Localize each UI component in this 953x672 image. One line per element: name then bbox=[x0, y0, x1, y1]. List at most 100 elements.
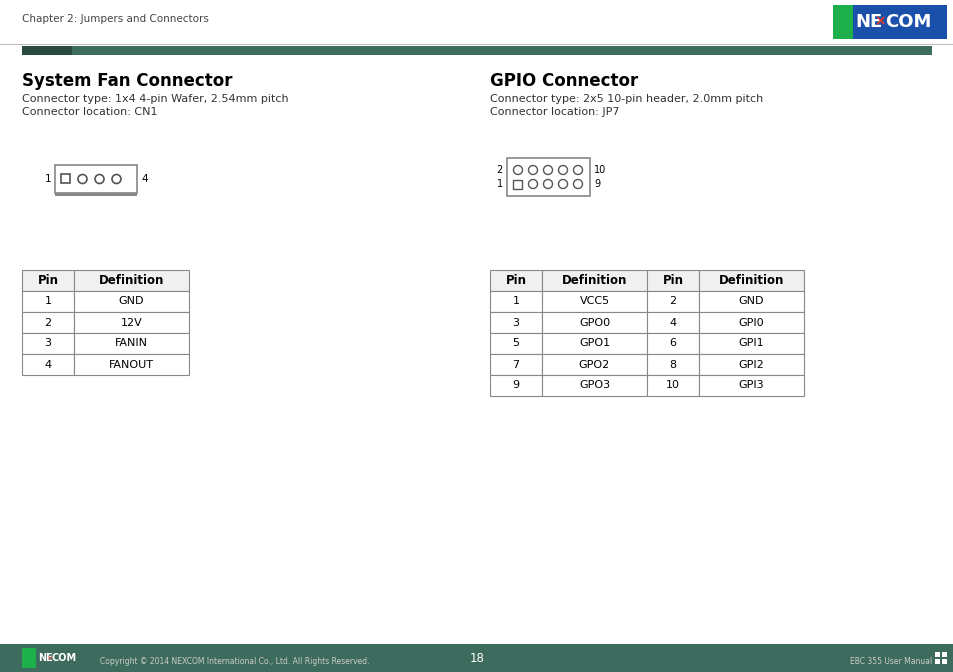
Bar bbox=[22, 354, 74, 375]
Text: Chapter 2: Jumpers and Connectors: Chapter 2: Jumpers and Connectors bbox=[22, 14, 209, 24]
Text: Pin: Pin bbox=[661, 274, 682, 287]
Circle shape bbox=[95, 175, 104, 183]
Bar bbox=[490, 354, 541, 375]
Text: NE: NE bbox=[854, 13, 882, 31]
Text: GND: GND bbox=[118, 296, 144, 306]
Text: Definition: Definition bbox=[99, 274, 164, 287]
Bar bbox=[55, 165, 137, 193]
Bar bbox=[646, 312, 699, 333]
Text: GPIO Connector: GPIO Connector bbox=[490, 72, 638, 90]
Bar bbox=[699, 291, 803, 312]
Bar bbox=[541, 312, 646, 333]
Bar bbox=[699, 333, 803, 354]
Bar bbox=[699, 354, 803, 375]
Bar bbox=[941, 652, 946, 657]
Circle shape bbox=[558, 179, 567, 189]
Text: 1: 1 bbox=[45, 296, 51, 306]
Text: 6: 6 bbox=[669, 339, 676, 349]
Bar bbox=[541, 291, 646, 312]
Bar bbox=[541, 270, 646, 291]
Text: System Fan Connector: System Fan Connector bbox=[22, 72, 233, 90]
Text: 10: 10 bbox=[594, 165, 605, 175]
Bar bbox=[506, 158, 589, 196]
Circle shape bbox=[573, 179, 582, 189]
Bar bbox=[22, 291, 74, 312]
Text: Copyright © 2014 NEXCOM International Co., Ltd. All Rights Reserved.: Copyright © 2014 NEXCOM International Co… bbox=[100, 657, 369, 666]
Text: EBC 355 User Manual: EBC 355 User Manual bbox=[849, 657, 931, 666]
Text: GPO2: GPO2 bbox=[578, 360, 610, 370]
Text: 4: 4 bbox=[141, 174, 148, 184]
Bar bbox=[22, 270, 74, 291]
Text: Definition: Definition bbox=[718, 274, 783, 287]
Bar bbox=[699, 270, 803, 291]
Bar bbox=[490, 333, 541, 354]
Bar bbox=[0, 644, 953, 672]
Text: VCC5: VCC5 bbox=[578, 296, 609, 306]
Text: 7: 7 bbox=[512, 360, 519, 370]
Bar bbox=[74, 333, 189, 354]
Text: 8: 8 bbox=[669, 360, 676, 370]
Text: Connector type: 2x5 10-pin header, 2.0mm pitch: Connector type: 2x5 10-pin header, 2.0mm… bbox=[490, 94, 762, 104]
Bar bbox=[541, 375, 646, 396]
Bar bbox=[61, 174, 70, 183]
Text: 1: 1 bbox=[45, 174, 51, 184]
Text: 3: 3 bbox=[45, 339, 51, 349]
Text: ×: × bbox=[46, 655, 51, 661]
Text: COM: COM bbox=[884, 13, 930, 31]
Text: NE: NE bbox=[38, 653, 52, 663]
Circle shape bbox=[528, 179, 537, 189]
Text: 1: 1 bbox=[497, 179, 502, 189]
Text: 2: 2 bbox=[669, 296, 676, 306]
Text: Definition: Definition bbox=[561, 274, 626, 287]
Text: 10: 10 bbox=[665, 380, 679, 390]
Bar bbox=[22, 46, 71, 55]
Bar bbox=[490, 312, 541, 333]
Text: GPO1: GPO1 bbox=[578, 339, 609, 349]
Text: GND: GND bbox=[738, 296, 763, 306]
Bar bbox=[22, 312, 74, 333]
Text: GPI2: GPI2 bbox=[738, 360, 763, 370]
Circle shape bbox=[528, 165, 537, 175]
Text: COM: COM bbox=[52, 653, 77, 663]
Bar bbox=[74, 291, 189, 312]
Bar bbox=[646, 291, 699, 312]
Bar bbox=[646, 270, 699, 291]
Bar bbox=[74, 312, 189, 333]
Bar bbox=[699, 312, 803, 333]
Bar bbox=[22, 333, 74, 354]
Text: Pin: Pin bbox=[37, 274, 58, 287]
Bar bbox=[513, 179, 522, 189]
Text: GPI3: GPI3 bbox=[738, 380, 763, 390]
Bar bbox=[934, 659, 939, 664]
Bar bbox=[832, 5, 852, 39]
Text: GPI0: GPI0 bbox=[738, 317, 763, 327]
Text: 2: 2 bbox=[497, 165, 502, 175]
Bar bbox=[490, 291, 541, 312]
Text: 3: 3 bbox=[512, 317, 519, 327]
Bar bbox=[646, 375, 699, 396]
Text: 4: 4 bbox=[45, 360, 51, 370]
Circle shape bbox=[513, 165, 522, 175]
Bar bbox=[74, 270, 189, 291]
Text: 12V: 12V bbox=[120, 317, 142, 327]
Text: 5: 5 bbox=[512, 339, 519, 349]
Bar bbox=[71, 46, 931, 55]
Text: ×: × bbox=[873, 14, 885, 28]
Bar bbox=[941, 659, 946, 664]
Bar bbox=[934, 652, 939, 657]
Circle shape bbox=[78, 175, 87, 183]
Bar bbox=[55, 193, 137, 196]
Bar bbox=[22, 648, 36, 668]
Circle shape bbox=[112, 175, 121, 183]
Bar bbox=[646, 354, 699, 375]
Bar bbox=[699, 375, 803, 396]
Circle shape bbox=[558, 165, 567, 175]
Text: 1: 1 bbox=[512, 296, 519, 306]
Text: FANOUT: FANOUT bbox=[109, 360, 153, 370]
Bar bbox=[541, 354, 646, 375]
Text: 2: 2 bbox=[45, 317, 51, 327]
Text: 9: 9 bbox=[512, 380, 519, 390]
Text: Pin: Pin bbox=[505, 274, 526, 287]
Bar bbox=[646, 333, 699, 354]
Text: Connector location: CN1: Connector location: CN1 bbox=[22, 107, 157, 117]
